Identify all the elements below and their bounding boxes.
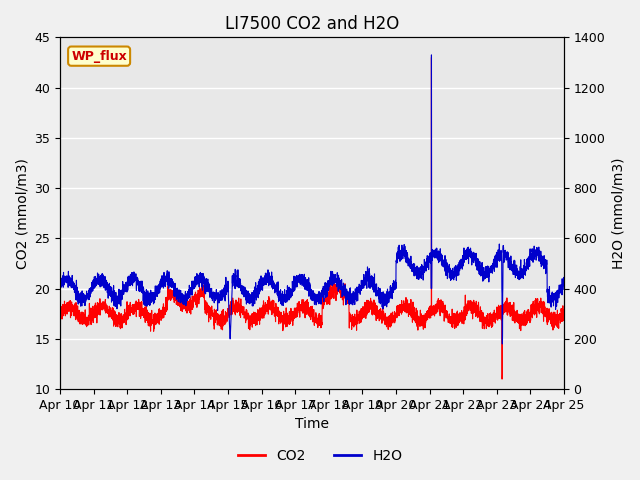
Y-axis label: H2O (mmol/m3): H2O (mmol/m3) bbox=[611, 157, 625, 269]
Text: WP_flux: WP_flux bbox=[71, 49, 127, 63]
Title: LI7500 CO2 and H2O: LI7500 CO2 and H2O bbox=[225, 15, 399, 33]
Legend: CO2, H2O: CO2, H2O bbox=[232, 443, 408, 468]
X-axis label: Time: Time bbox=[295, 418, 329, 432]
Y-axis label: CO2 (mmol/m3): CO2 (mmol/m3) bbox=[15, 158, 29, 269]
